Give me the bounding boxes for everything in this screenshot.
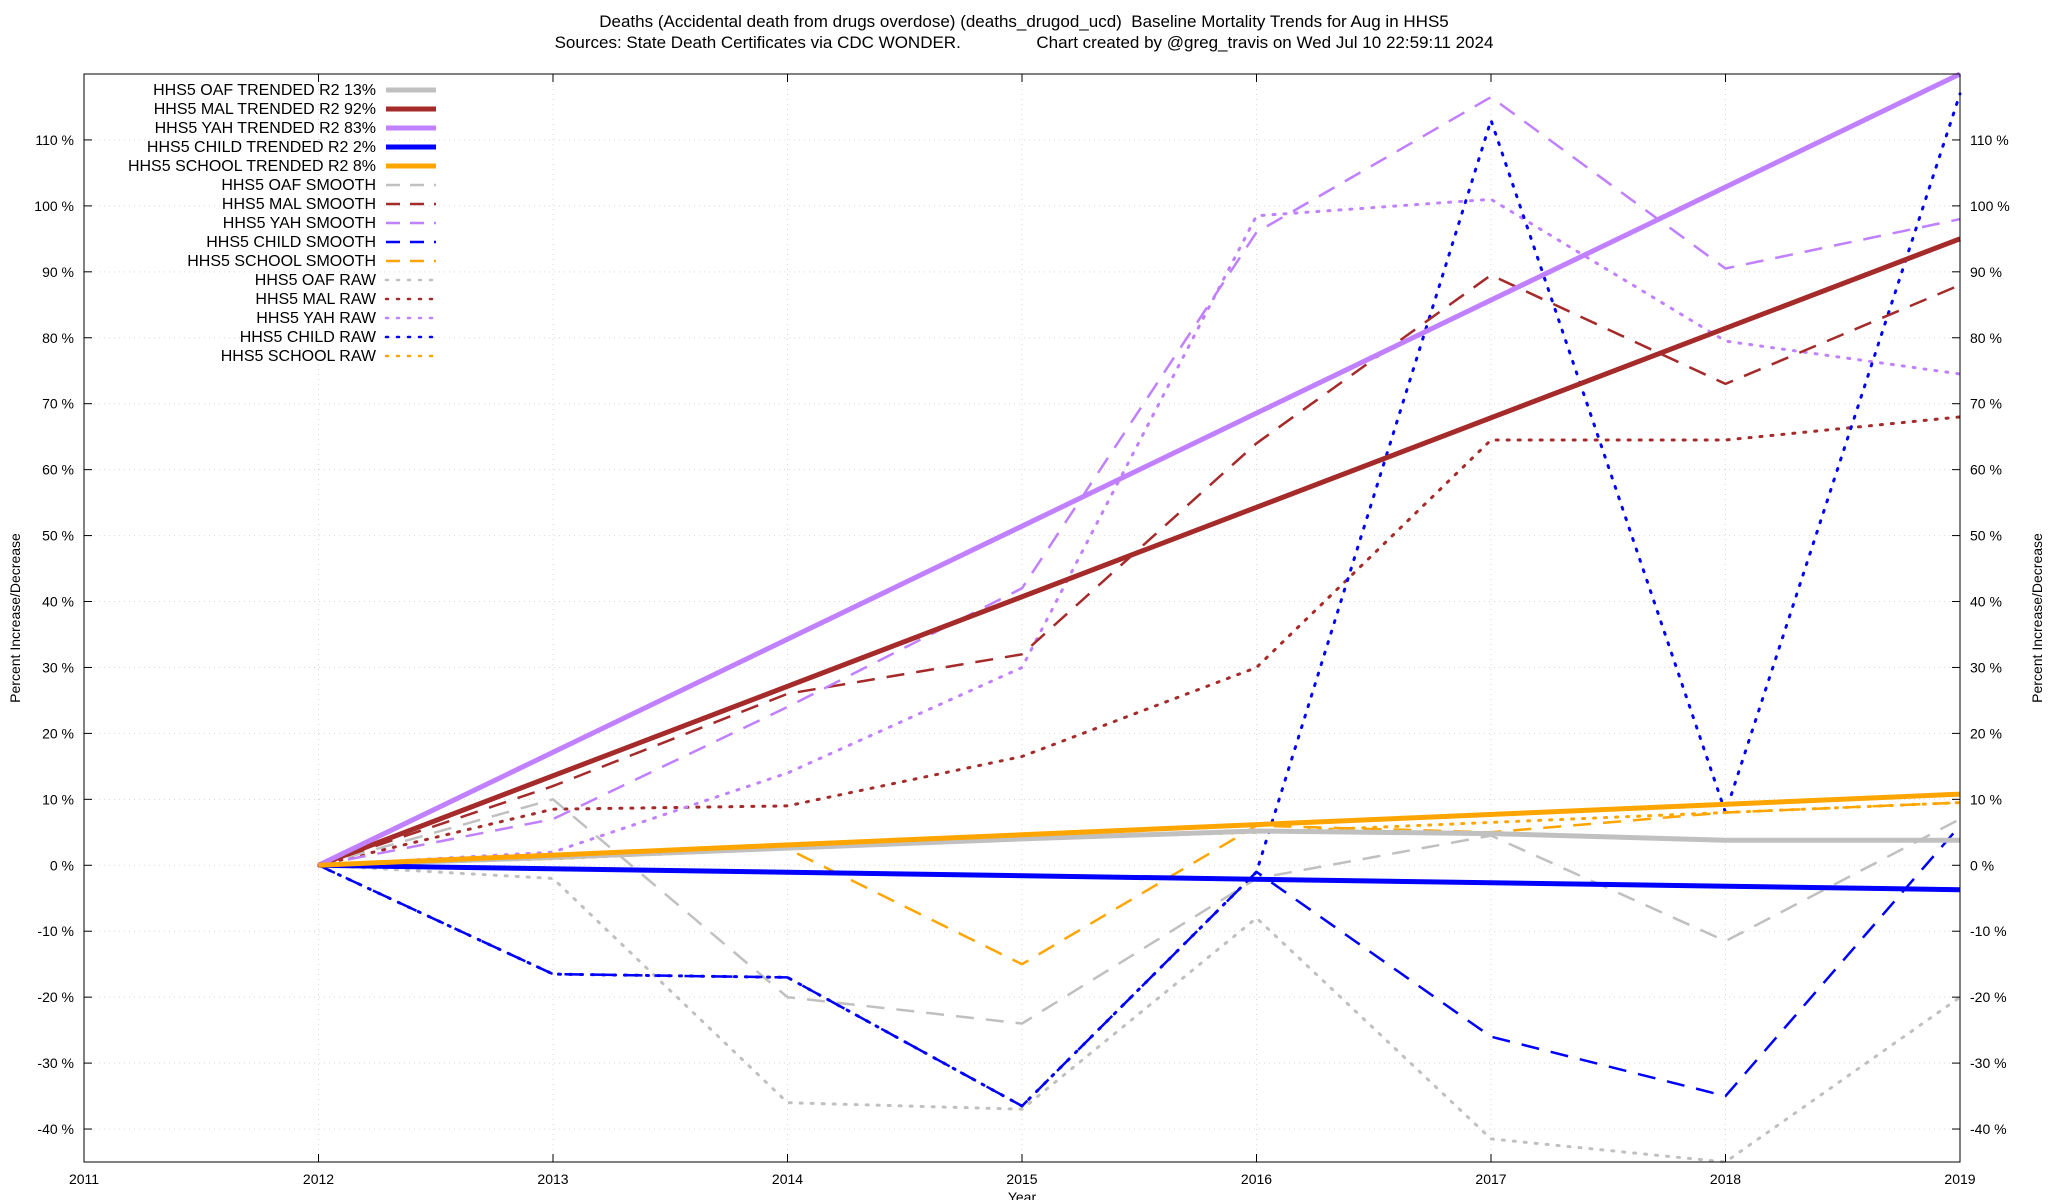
series-line-2 xyxy=(317,71,1962,868)
y2-tick-label: -10 % xyxy=(1970,923,2007,939)
y-tick-label: 70 % xyxy=(42,396,74,412)
series-line-13 xyxy=(317,92,1962,1108)
legend-label: HHS5 OAF SMOOTH xyxy=(221,177,376,194)
legend-label: HHS5 CHILD TRENDED R2 2% xyxy=(147,139,376,156)
y-axis-label: Percent Increase/Decrease xyxy=(7,533,23,703)
series-line-12 xyxy=(317,197,1962,867)
series-line-4 xyxy=(318,791,1961,868)
series-line-3 xyxy=(318,862,1961,893)
legend: HHS5 OAF TRENDED R2 13% HHS5 MAL TRENDED … xyxy=(128,82,438,365)
y-tick-label: -40 % xyxy=(37,1121,74,1137)
series-line-10 xyxy=(317,863,1962,1164)
legend-label: HHS5 SCHOOL TRENDED R2 8% xyxy=(128,158,376,175)
y-tick-label: 60 % xyxy=(42,462,74,478)
series-layer xyxy=(317,71,1962,1164)
series-line-0 xyxy=(318,828,1960,868)
series-line-7 xyxy=(318,95,1961,867)
x-tick-label: 2015 xyxy=(1006,1171,1037,1187)
x-tick-label: 2019 xyxy=(1944,1171,1975,1187)
x-tick-label: 2013 xyxy=(537,1171,568,1187)
y2-tick-label: 60 % xyxy=(1970,462,2002,478)
y-tick-label: 20 % xyxy=(42,725,74,741)
y2-tick-label: -40 % xyxy=(1970,1121,2007,1137)
y-tick-label: 30 % xyxy=(42,659,74,675)
y-tick-label: 50 % xyxy=(42,528,74,544)
y-tick-label: -20 % xyxy=(37,989,74,1005)
legend-label: HHS5 YAH SMOOTH xyxy=(223,215,376,232)
y2-tick-label: 70 % xyxy=(1970,396,2002,412)
legend-label: HHS5 YAH TRENDED R2 83% xyxy=(155,120,376,137)
legend-label: HHS5 CHILD RAW xyxy=(240,329,377,346)
y-tick-label: 40 % xyxy=(42,594,74,610)
legend-label: HHS5 OAF TRENDED R2 13% xyxy=(153,82,376,99)
y2-tick-label: 30 % xyxy=(1970,659,2002,675)
chart-title: Deaths (Accidental death from drugs over… xyxy=(599,12,1449,31)
x-tick-label: 2016 xyxy=(1241,1171,1272,1187)
y2-tick-label: 100 % xyxy=(1970,198,2010,214)
y2-tick-label: 20 % xyxy=(1970,725,2002,741)
series-line-9 xyxy=(318,801,1961,966)
ticks: -40 % -40 % -30 % -30 % -20 % -20 % -10 % -10 %… xyxy=(34,74,2010,1187)
y-tick-label: 110 % xyxy=(35,132,74,148)
y2-tick-label: 50 % xyxy=(1970,528,2002,544)
y2-tick-label: 10 % xyxy=(1970,791,2002,807)
series-line-5 xyxy=(318,798,1961,1025)
y-tick-label: 90 % xyxy=(42,264,74,280)
x-tick-label: 2017 xyxy=(1475,1171,1506,1187)
y2-tick-label: 110 % xyxy=(1970,132,2009,148)
series-line-11 xyxy=(317,415,1962,867)
y2-tick-label: 90 % xyxy=(1970,264,2002,280)
legend-label: HHS5 MAL RAW xyxy=(255,291,377,308)
legend-label: HHS5 OAF RAW xyxy=(255,272,377,289)
y2-axis-label: Percent Increase/Decrease xyxy=(2029,533,2045,703)
legend-label: HHS5 YAH RAW xyxy=(256,310,377,327)
x-axis-label: Year xyxy=(1008,1189,1037,1200)
y2-tick-label: 40 % xyxy=(1970,594,2002,610)
y2-tick-label: -30 % xyxy=(1970,1055,2007,1071)
x-tick-label: 2012 xyxy=(303,1171,334,1187)
y2-tick-label: 80 % xyxy=(1970,330,2002,346)
legend-label: HHS5 CHILD SMOOTH xyxy=(206,234,376,251)
legend-label: HHS5 MAL TRENDED R2 92% xyxy=(154,101,376,118)
y-tick-label: 100 % xyxy=(34,198,74,214)
y-tick-label: 10 % xyxy=(42,791,74,807)
series-line-1 xyxy=(317,236,1961,868)
x-tick-label: 2014 xyxy=(772,1171,803,1187)
legend-label: HHS5 MAL SMOOTH xyxy=(222,196,376,213)
y-tick-label: 0 % xyxy=(50,857,74,873)
y2-tick-label: 0 % xyxy=(1970,857,1994,873)
y2-tick-label: -20 % xyxy=(1970,989,2007,1005)
legend-label: HHS5 SCHOOL SMOOTH xyxy=(187,253,376,270)
y-tick-label: -10 % xyxy=(37,923,74,939)
x-tick-label: 2011 xyxy=(69,1171,99,1187)
y-tick-label: 80 % xyxy=(42,330,74,346)
x-tick-label: 2018 xyxy=(1710,1171,1741,1187)
legend-label: HHS5 SCHOOL RAW xyxy=(221,348,377,365)
chart-subtitle: Sources: State Death Certificates via CD… xyxy=(554,33,1494,52)
y-tick-label: -30 % xyxy=(37,1055,74,1071)
